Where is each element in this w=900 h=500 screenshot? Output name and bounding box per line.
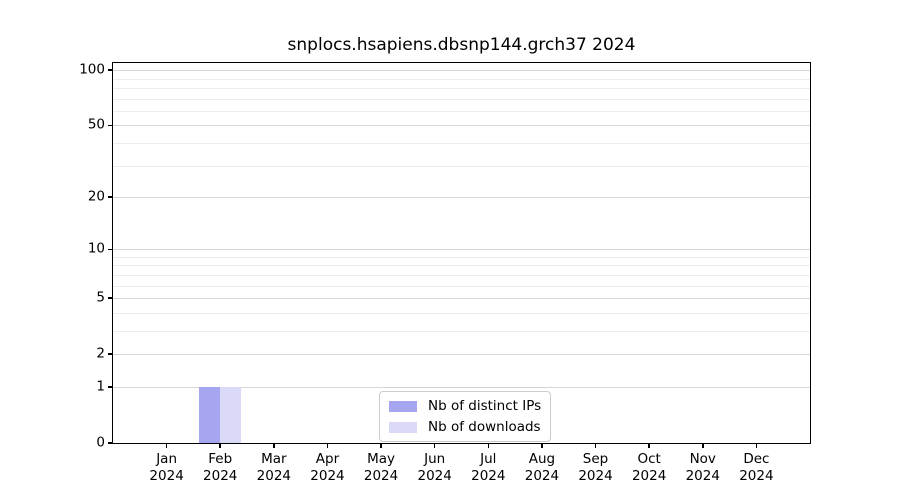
y-tick-mark <box>108 196 113 198</box>
bar-nb-of-downloads-feb-2024 <box>220 386 242 443</box>
gridline-minor <box>113 285 810 287</box>
legend-item: Nb of downloads <box>389 419 541 435</box>
y-tick-label: 100 <box>79 61 105 78</box>
x-tick-label: Oct 2024 <box>631 451 667 484</box>
x-tick-label: Aug 2024 <box>524 451 560 484</box>
x-tick-mark <box>541 443 543 448</box>
gridline-major <box>113 70 810 72</box>
gridline-major <box>113 386 810 388</box>
y-tick-mark <box>108 353 113 355</box>
y-tick-mark <box>108 124 113 127</box>
y-tick-label: 1 <box>96 378 105 395</box>
legend-label: Nb of distinct IPs <box>428 398 542 414</box>
gridline-major <box>113 197 810 198</box>
y-tick-label: 5 <box>96 289 105 306</box>
gridline-minor <box>113 142 810 144</box>
legend: Nb of distinct IPs Nb of downloads <box>379 391 552 442</box>
legend-swatch-nb-of-downloads <box>389 421 417 433</box>
x-tick-mark <box>165 443 168 448</box>
y-tick-label: 10 <box>87 240 105 257</box>
gridline-minor <box>113 256 810 258</box>
x-tick-mark <box>380 443 382 448</box>
gridline-minor <box>113 87 810 89</box>
x-tick-mark <box>648 443 650 448</box>
x-tick-label: Jun 2024 <box>417 451 452 484</box>
x-tick-label: Dec 2024 <box>739 451 774 484</box>
x-tick-mark <box>326 443 329 448</box>
x-tick-label: May 2024 <box>363 451 399 484</box>
legend-swatch-nb-of-distinct-ips <box>389 400 417 412</box>
x-tick-mark <box>702 443 704 448</box>
x-tick-mark <box>487 443 490 448</box>
gridline-major <box>113 354 810 356</box>
y-tick-mark <box>108 69 113 71</box>
x-tick-mark <box>273 443 275 448</box>
x-tick-mark <box>755 443 758 448</box>
x-tick-label: Apr 2024 <box>310 451 345 484</box>
x-tick-label: Mar 2024 <box>256 451 292 484</box>
y-tick-mark <box>108 248 113 250</box>
y-tick-mark <box>108 297 113 299</box>
legend-label: Nb of downloads <box>428 419 541 435</box>
x-tick-mark <box>219 443 221 448</box>
bar-nb-of-distinct-ips-feb-2024 <box>199 386 221 443</box>
y-tick-label: 50 <box>87 116 105 133</box>
gridline-major <box>113 298 810 300</box>
y-tick-mark <box>108 386 113 388</box>
y-tick-label: 0 <box>96 434 105 451</box>
y-tick-label: 2 <box>96 345 105 362</box>
gridline-minor <box>113 330 810 332</box>
gridline-minor <box>113 98 810 100</box>
gridline-minor <box>113 274 810 276</box>
x-tick-label: Feb 2024 <box>203 451 238 484</box>
x-tick-label: Jan 2024 <box>149 451 184 484</box>
gridline-minor <box>113 78 810 80</box>
gridline-minor <box>113 165 810 167</box>
gridline-minor <box>113 110 810 112</box>
y-tick-label: 20 <box>87 188 105 205</box>
x-tick-mark <box>433 443 436 448</box>
x-tick-label: Nov 2024 <box>685 451 720 484</box>
y-tick-mark <box>108 442 113 444</box>
gridline-major <box>113 249 810 251</box>
gridline-major <box>113 125 810 127</box>
x-tick-label: Jul 2024 <box>471 451 506 484</box>
x-tick-label: Sep 2024 <box>578 451 613 484</box>
chart-title: snplocs.hsapiens.dbsnp144.grch37 2024 <box>287 35 636 55</box>
legend-item: Nb of distinct IPs <box>389 398 541 414</box>
x-tick-mark <box>594 443 597 448</box>
gridline-minor <box>113 312 810 314</box>
plot-area: 0 1 2 5 10 20 50 100 Jan 2024 Feb 2024 Mar 2024 Apr… <box>79 63 810 484</box>
gridline-minor <box>113 265 810 267</box>
